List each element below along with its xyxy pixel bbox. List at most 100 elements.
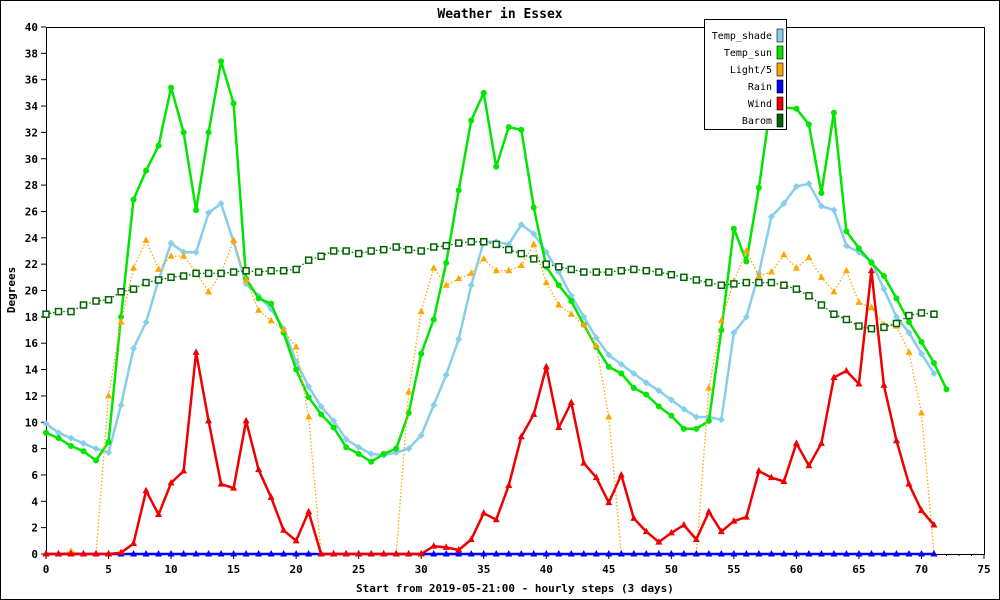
y-tick-label: 26 — [25, 205, 39, 218]
data-point-wind — [67, 550, 75, 557]
y-tick-label: 2 — [31, 522, 38, 535]
data-point-barom — [317, 252, 325, 260]
data-point-temp-shade — [467, 281, 475, 289]
data-point-barom — [892, 319, 901, 328]
data-point-wind — [305, 507, 313, 515]
data-point-wind — [567, 398, 575, 405]
data-point-temp-shade — [780, 200, 788, 208]
x-tick-label: 55 — [727, 563, 740, 576]
data-point-light-5 — [267, 316, 275, 324]
data-point-barom — [917, 309, 926, 317]
y-tick-label: 36 — [25, 74, 39, 87]
data-point-light-5 — [180, 252, 188, 259]
x-tick-label: 35 — [477, 563, 490, 576]
data-point-barom — [567, 265, 576, 274]
data-point-light-5 — [755, 272, 763, 279]
data-point-rain — [542, 550, 550, 557]
data-point-temp-sun — [93, 457, 100, 464]
data-point-temp-shade — [767, 213, 775, 221]
data-point-barom — [492, 240, 500, 249]
x-tick-label: 65 — [852, 563, 865, 576]
y-tick-label: 18 — [25, 311, 38, 324]
data-point-wind — [705, 507, 713, 515]
data-point-barom — [179, 272, 188, 280]
data-point-temp-shade — [530, 230, 538, 238]
x-tick-label: 75 — [977, 563, 990, 576]
data-point-wind — [205, 416, 213, 424]
data-point-temp-shade — [905, 329, 913, 337]
legend-label-barom: Barom — [742, 116, 772, 127]
data-point-barom — [304, 256, 313, 264]
data-point-barom — [580, 268, 588, 276]
data-point-temp-sun — [193, 207, 200, 214]
data-point-rain — [292, 550, 300, 557]
data-point-barom — [42, 310, 50, 318]
data-point-temp-sun — [568, 298, 575, 305]
data-point-barom — [204, 269, 213, 278]
y-tick-label: 10 — [25, 416, 38, 429]
data-point-barom — [217, 269, 225, 278]
data-point-rain — [755, 550, 763, 557]
data-point-temp-sun — [68, 442, 75, 449]
data-point-barom — [617, 266, 626, 275]
series-layer — [42, 58, 950, 557]
y-tick-label: 14 — [25, 364, 39, 377]
data-point-light-5 — [155, 265, 163, 272]
legend-swatch-temp-shade — [776, 28, 784, 43]
data-point-temp-shade — [642, 379, 650, 387]
data-point-rain — [167, 550, 175, 557]
data-point-barom — [167, 273, 175, 282]
data-point-temp-shade — [42, 420, 50, 428]
data-point-temp-sun — [318, 411, 325, 418]
data-point-temp-shade — [655, 387, 663, 395]
data-point-wind — [105, 550, 113, 557]
series-line-barom — [45, 241, 935, 330]
data-point-barom — [104, 295, 113, 304]
data-point-temp-sun — [930, 359, 937, 366]
data-point-temp-shade — [317, 402, 325, 410]
data-point-light-5 — [242, 275, 250, 283]
data-point-light-5 — [517, 261, 525, 268]
data-point-wind — [492, 515, 500, 523]
data-point-barom — [279, 266, 288, 275]
data-point-barom — [592, 268, 601, 276]
data-point-light-5 — [605, 412, 613, 420]
y-tick-label: 34 — [25, 100, 39, 113]
data-point-temp-shade — [105, 449, 113, 457]
data-point-temp-shade — [430, 401, 438, 409]
data-point-light-5 — [417, 307, 425, 315]
data-point-barom — [504, 245, 513, 254]
data-point-temp-sun — [55, 435, 62, 442]
data-point-temp-shade — [367, 450, 375, 458]
data-point-temp-sun — [818, 190, 825, 197]
data-point-wind — [367, 550, 375, 557]
data-point-light-5 — [742, 246, 750, 254]
data-point-barom — [905, 311, 913, 320]
data-point-temp-sun — [80, 448, 87, 455]
data-point-wind — [767, 473, 775, 481]
data-point-light-5 — [530, 240, 538, 247]
data-point-wind — [742, 513, 750, 520]
data-point-barom — [667, 270, 676, 279]
data-point-wind — [530, 410, 538, 417]
data-point-barom — [467, 238, 475, 246]
data-point-wind — [805, 461, 813, 469]
data-point-wind — [80, 550, 88, 557]
legend-label-temp-shade: Temp_shade — [712, 31, 772, 42]
data-point-wind — [892, 436, 900, 444]
data-point-rain — [205, 550, 213, 557]
legend: Temp_shade Temp_sun Light/5 Rain Wind Barom — [704, 19, 787, 130]
data-point-barom — [542, 260, 551, 268]
data-point-light-5 — [705, 383, 713, 391]
data-point-wind — [330, 550, 338, 557]
data-point-light-5 — [467, 269, 475, 276]
data-point-temp-sun — [180, 129, 187, 136]
data-point-wind — [867, 266, 875, 274]
data-point-rain — [305, 550, 313, 557]
data-point-wind — [167, 478, 175, 486]
data-point-temp-sun — [455, 187, 462, 194]
data-point-temp-shade — [92, 445, 100, 453]
data-point-light-5 — [542, 278, 550, 286]
data-point-light-5 — [567, 310, 575, 317]
